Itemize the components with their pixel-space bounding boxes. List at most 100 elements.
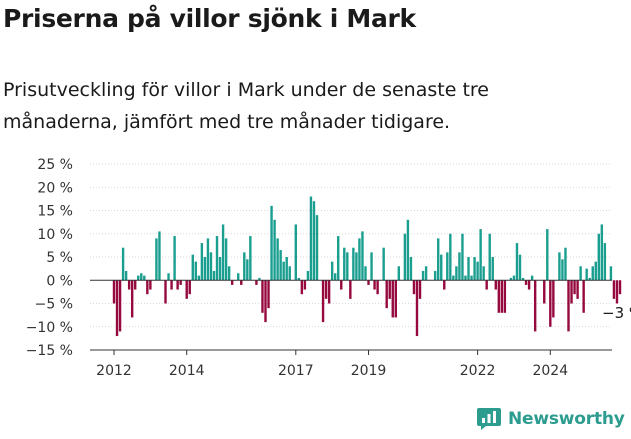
bar	[388, 280, 391, 299]
bar	[609, 266, 613, 281]
bar	[464, 275, 467, 281]
bar	[591, 266, 594, 281]
newsworthy-logo-icon	[477, 408, 501, 430]
bar	[258, 277, 261, 281]
bar	[346, 252, 349, 281]
bar	[382, 247, 385, 281]
bar	[497, 280, 501, 313]
bar	[618, 280, 622, 295]
bar	[573, 280, 576, 295]
bar	[246, 259, 249, 281]
bar	[509, 277, 513, 281]
bar	[261, 280, 264, 313]
bar	[240, 280, 243, 285]
bar	[321, 280, 325, 323]
bar	[512, 275, 516, 281]
bar	[121, 247, 125, 281]
bar	[530, 275, 534, 281]
bar	[503, 280, 507, 313]
bar	[473, 257, 476, 281]
x-axis	[90, 279, 612, 351]
bar	[470, 275, 473, 281]
x-tick-label: 2017	[278, 363, 314, 379]
bar	[421, 270, 425, 281]
bar	[164, 280, 167, 304]
bar	[140, 273, 143, 281]
x-tick-label: 2019	[351, 363, 387, 379]
bar	[324, 280, 328, 299]
bar	[418, 280, 422, 299]
bar	[206, 238, 210, 281]
bar	[327, 280, 331, 304]
bar	[124, 270, 128, 281]
bar	[300, 280, 304, 295]
bar	[340, 280, 343, 290]
bar	[227, 266, 231, 281]
bar	[170, 280, 173, 290]
bar	[297, 277, 301, 281]
y-tick-label: 25 %	[37, 157, 73, 173]
bar	[200, 243, 204, 281]
bar	[303, 280, 307, 290]
bar	[494, 280, 497, 290]
bar	[243, 252, 246, 281]
bar	[288, 266, 291, 281]
y-tick-label: −5 %	[35, 297, 73, 313]
bar	[409, 257, 413, 281]
bar	[191, 254, 194, 281]
bar	[576, 280, 579, 299]
chart-subtitle: Prisutveckling för villor i Mark under d…	[3, 79, 489, 133]
bar	[397, 266, 401, 281]
bar	[558, 252, 561, 281]
bar-chart: 25 % 20 % 15 % 10 % 5 % 0 % −5 % −10 % −15 % 201…	[26, 157, 631, 379]
y-tick-label: −10 %	[26, 320, 73, 336]
bar	[373, 280, 376, 290]
bar	[521, 277, 525, 281]
bar	[209, 252, 213, 281]
bar	[549, 280, 552, 327]
bar	[188, 280, 191, 295]
bar	[391, 280, 394, 318]
bar	[476, 261, 479, 281]
bar	[455, 266, 458, 281]
bar	[567, 280, 570, 332]
bar	[309, 196, 313, 281]
y-axis: 25 % 20 % 15 % 10 % 5 % 0 % −5 % −10 % −15 %	[26, 157, 73, 359]
bar	[294, 224, 297, 281]
bar	[443, 280, 446, 290]
x-axis-labels: 2012 2014 2017 2019 2022 2024	[96, 350, 568, 379]
bar	[437, 238, 440, 281]
bar	[564, 247, 567, 281]
bar	[585, 268, 588, 281]
bar	[533, 280, 537, 332]
bar	[594, 261, 597, 281]
bar	[149, 280, 152, 290]
bar	[394, 280, 397, 318]
bar	[285, 257, 288, 281]
bar	[343, 247, 346, 281]
bar	[203, 257, 207, 281]
newsworthy-logo: Newsworthy	[476, 407, 625, 431]
bar	[458, 252, 461, 281]
bar	[479, 229, 482, 281]
bar	[500, 280, 504, 313]
bar	[561, 259, 564, 281]
bar	[403, 233, 407, 281]
bar	[449, 233, 452, 281]
bar	[267, 280, 270, 309]
latest-value-label: −3 %	[602, 304, 631, 322]
bar	[612, 280, 616, 299]
bar	[412, 280, 416, 295]
bar	[194, 261, 198, 281]
bar	[615, 280, 619, 304]
bar	[118, 280, 122, 332]
bar	[446, 252, 449, 281]
bar	[415, 280, 419, 337]
bar	[361, 231, 364, 281]
bar	[167, 273, 170, 281]
bar	[515, 243, 519, 281]
bar	[370, 252, 373, 281]
bar	[146, 280, 149, 295]
bar	[467, 257, 470, 281]
bar	[491, 257, 494, 281]
